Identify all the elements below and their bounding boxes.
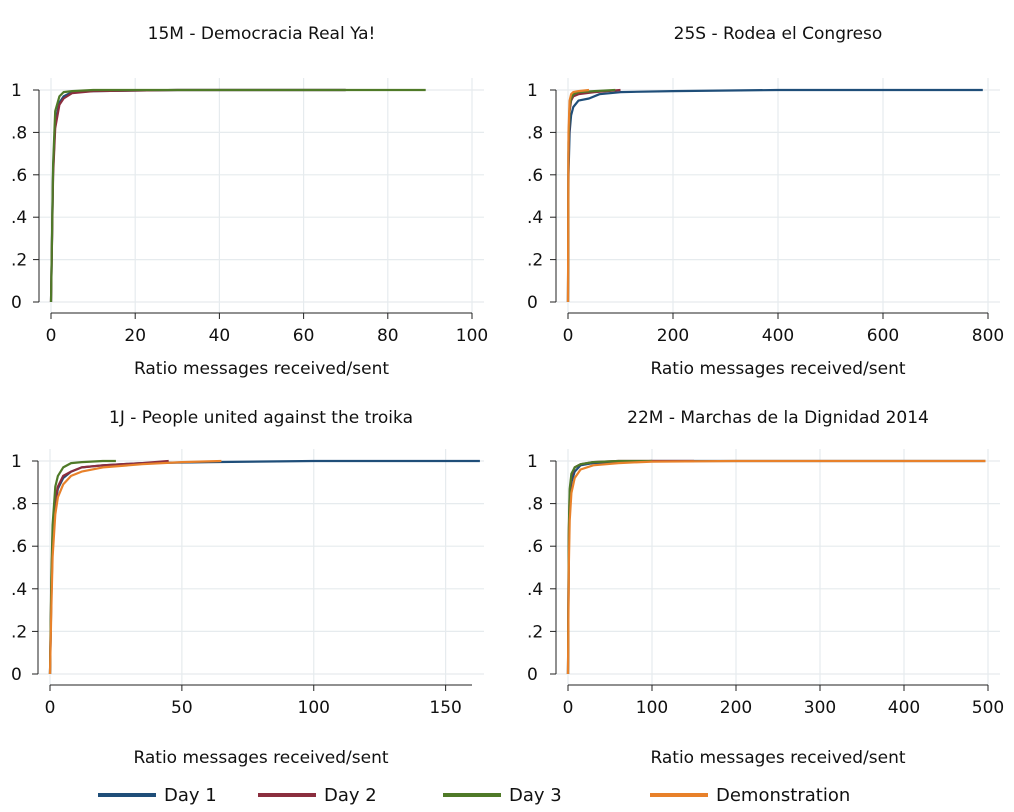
- x-tick-label: 20: [124, 326, 146, 346]
- x-tick-label: 50: [171, 698, 193, 718]
- y-tick-label: .2: [527, 622, 543, 642]
- y-tick-label: .2: [527, 251, 543, 271]
- legend-label-demonstration: Demonstration: [716, 784, 851, 806]
- legend: Day 1 Day 2 Day 3 Demonstration: [0, 780, 1014, 810]
- y-tick-label: 1: [527, 81, 538, 101]
- x-tick-label: 150: [429, 698, 461, 718]
- x-tick-label: 400: [888, 698, 920, 718]
- series-line-day-3: [566, 459, 652, 675]
- y-tick-label: .8: [527, 123, 543, 143]
- y-tick-label: .6: [527, 166, 543, 186]
- y-tick-label: 0: [11, 665, 22, 685]
- legend-item-day-3: Day 3: [443, 780, 562, 810]
- x-tick-label: 100: [636, 698, 668, 718]
- series-line-day-2: [48, 459, 169, 675]
- series-line-demonstration: [566, 459, 986, 675]
- legend-swatch-demonstration: [650, 793, 708, 797]
- legend-label-day-2: Day 2: [324, 784, 377, 806]
- series-line-demonstration: [48, 459, 222, 675]
- x-axis-label: Ratio messages received/sent: [134, 359, 389, 379]
- legend-item-day-1: Day 1: [98, 780, 217, 810]
- y-tick-label: 0: [11, 293, 22, 313]
- x-tick-label: 60: [293, 326, 315, 346]
- legend-item-day-2: Day 2: [258, 780, 377, 810]
- series-line-day-1: [566, 88, 983, 303]
- y-tick-label: .6: [11, 166, 27, 186]
- x-tick-label: 0: [563, 698, 574, 718]
- x-tick-label: 40: [209, 326, 231, 346]
- legend-label-day-3: Day 3: [509, 784, 562, 806]
- panel-4: 0 .2 .4 .6 .8 1 0 100 200 300 400 500 22M - Marchas …: [527, 408, 1004, 768]
- legend-item-demonstration: Demonstration: [650, 780, 850, 810]
- x-tick-label: 400: [762, 326, 794, 346]
- y-tick-label: .4: [11, 208, 27, 228]
- series-line-demonstration: [566, 88, 590, 303]
- x-tick-label: 200: [657, 326, 689, 346]
- series-line-day-1: [566, 459, 986, 675]
- chart-title: 25S - Rodea el Congreso: [674, 24, 883, 44]
- panel-3: 0 .2 .4 .6 .8 1 0 50 100 150 1J - People united ag…: [11, 408, 484, 768]
- x-tick-label: 500: [972, 698, 1004, 718]
- series-line-day-1: [48, 459, 480, 675]
- x-tick-label: 800: [972, 326, 1004, 346]
- y-tick-label: 0: [527, 293, 538, 313]
- y-tick-label: .6: [527, 537, 543, 557]
- legend-label-day-1: Day 1: [164, 784, 217, 806]
- x-tick-label: 0: [563, 326, 574, 346]
- x-tick-label: 600: [867, 326, 899, 346]
- y-tick-label: 1: [527, 452, 538, 472]
- series-line-day-2: [49, 88, 346, 303]
- chart-title: 22M - Marchas de la Dignidad 2014: [627, 408, 929, 428]
- y-tick-label: .4: [11, 580, 27, 600]
- y-tick-label: .4: [527, 580, 543, 600]
- series-line-day-3: [566, 88, 616, 303]
- panel-1: 0 .2 .4 .6 .8 1 0 20 40 60 80 100 15M - Democracia R…: [11, 24, 488, 379]
- y-tick-label: .2: [11, 251, 27, 271]
- series-line-day-2: [566, 88, 621, 303]
- x-tick-label: 0: [46, 326, 57, 346]
- chart-title: 15M - Democracia Real Ya!: [148, 24, 376, 44]
- x-axis-label: Ratio messages received/sent: [650, 359, 905, 379]
- x-tick-label: 100: [456, 326, 488, 346]
- chart-title: 1J - People united against the troika: [109, 408, 413, 428]
- legend-swatch-day-1: [98, 793, 156, 797]
- y-tick-label: .8: [527, 495, 543, 515]
- y-tick-label: 1: [11, 452, 22, 472]
- x-tick-label: 100: [298, 698, 330, 718]
- y-tick-label: .8: [11, 495, 27, 515]
- series-line-day-1: [49, 88, 346, 303]
- series-line-day-2: [566, 459, 694, 675]
- x-tick-label: 300: [804, 698, 836, 718]
- x-axis-label: Ratio messages received/sent: [650, 748, 905, 768]
- x-tick-label: 200: [720, 698, 752, 718]
- series-line-day-3: [49, 88, 426, 303]
- y-tick-label: .6: [11, 537, 27, 557]
- panel-2: 0 .2 .4 .6 .8 1 0 200 400 600 800 25S - Rodea el Co…: [527, 24, 1004, 379]
- x-tick-label: 80: [377, 326, 399, 346]
- x-tick-label: 0: [45, 698, 56, 718]
- y-tick-label: 0: [527, 665, 538, 685]
- x-axis-label: Ratio messages received/sent: [133, 748, 388, 768]
- legend-swatch-day-2: [258, 793, 316, 797]
- y-tick-label: .4: [527, 208, 543, 228]
- y-tick-label: .8: [11, 123, 27, 143]
- y-tick-label: 1: [11, 81, 22, 101]
- y-tick-label: .2: [11, 622, 27, 642]
- legend-swatch-day-3: [443, 793, 501, 797]
